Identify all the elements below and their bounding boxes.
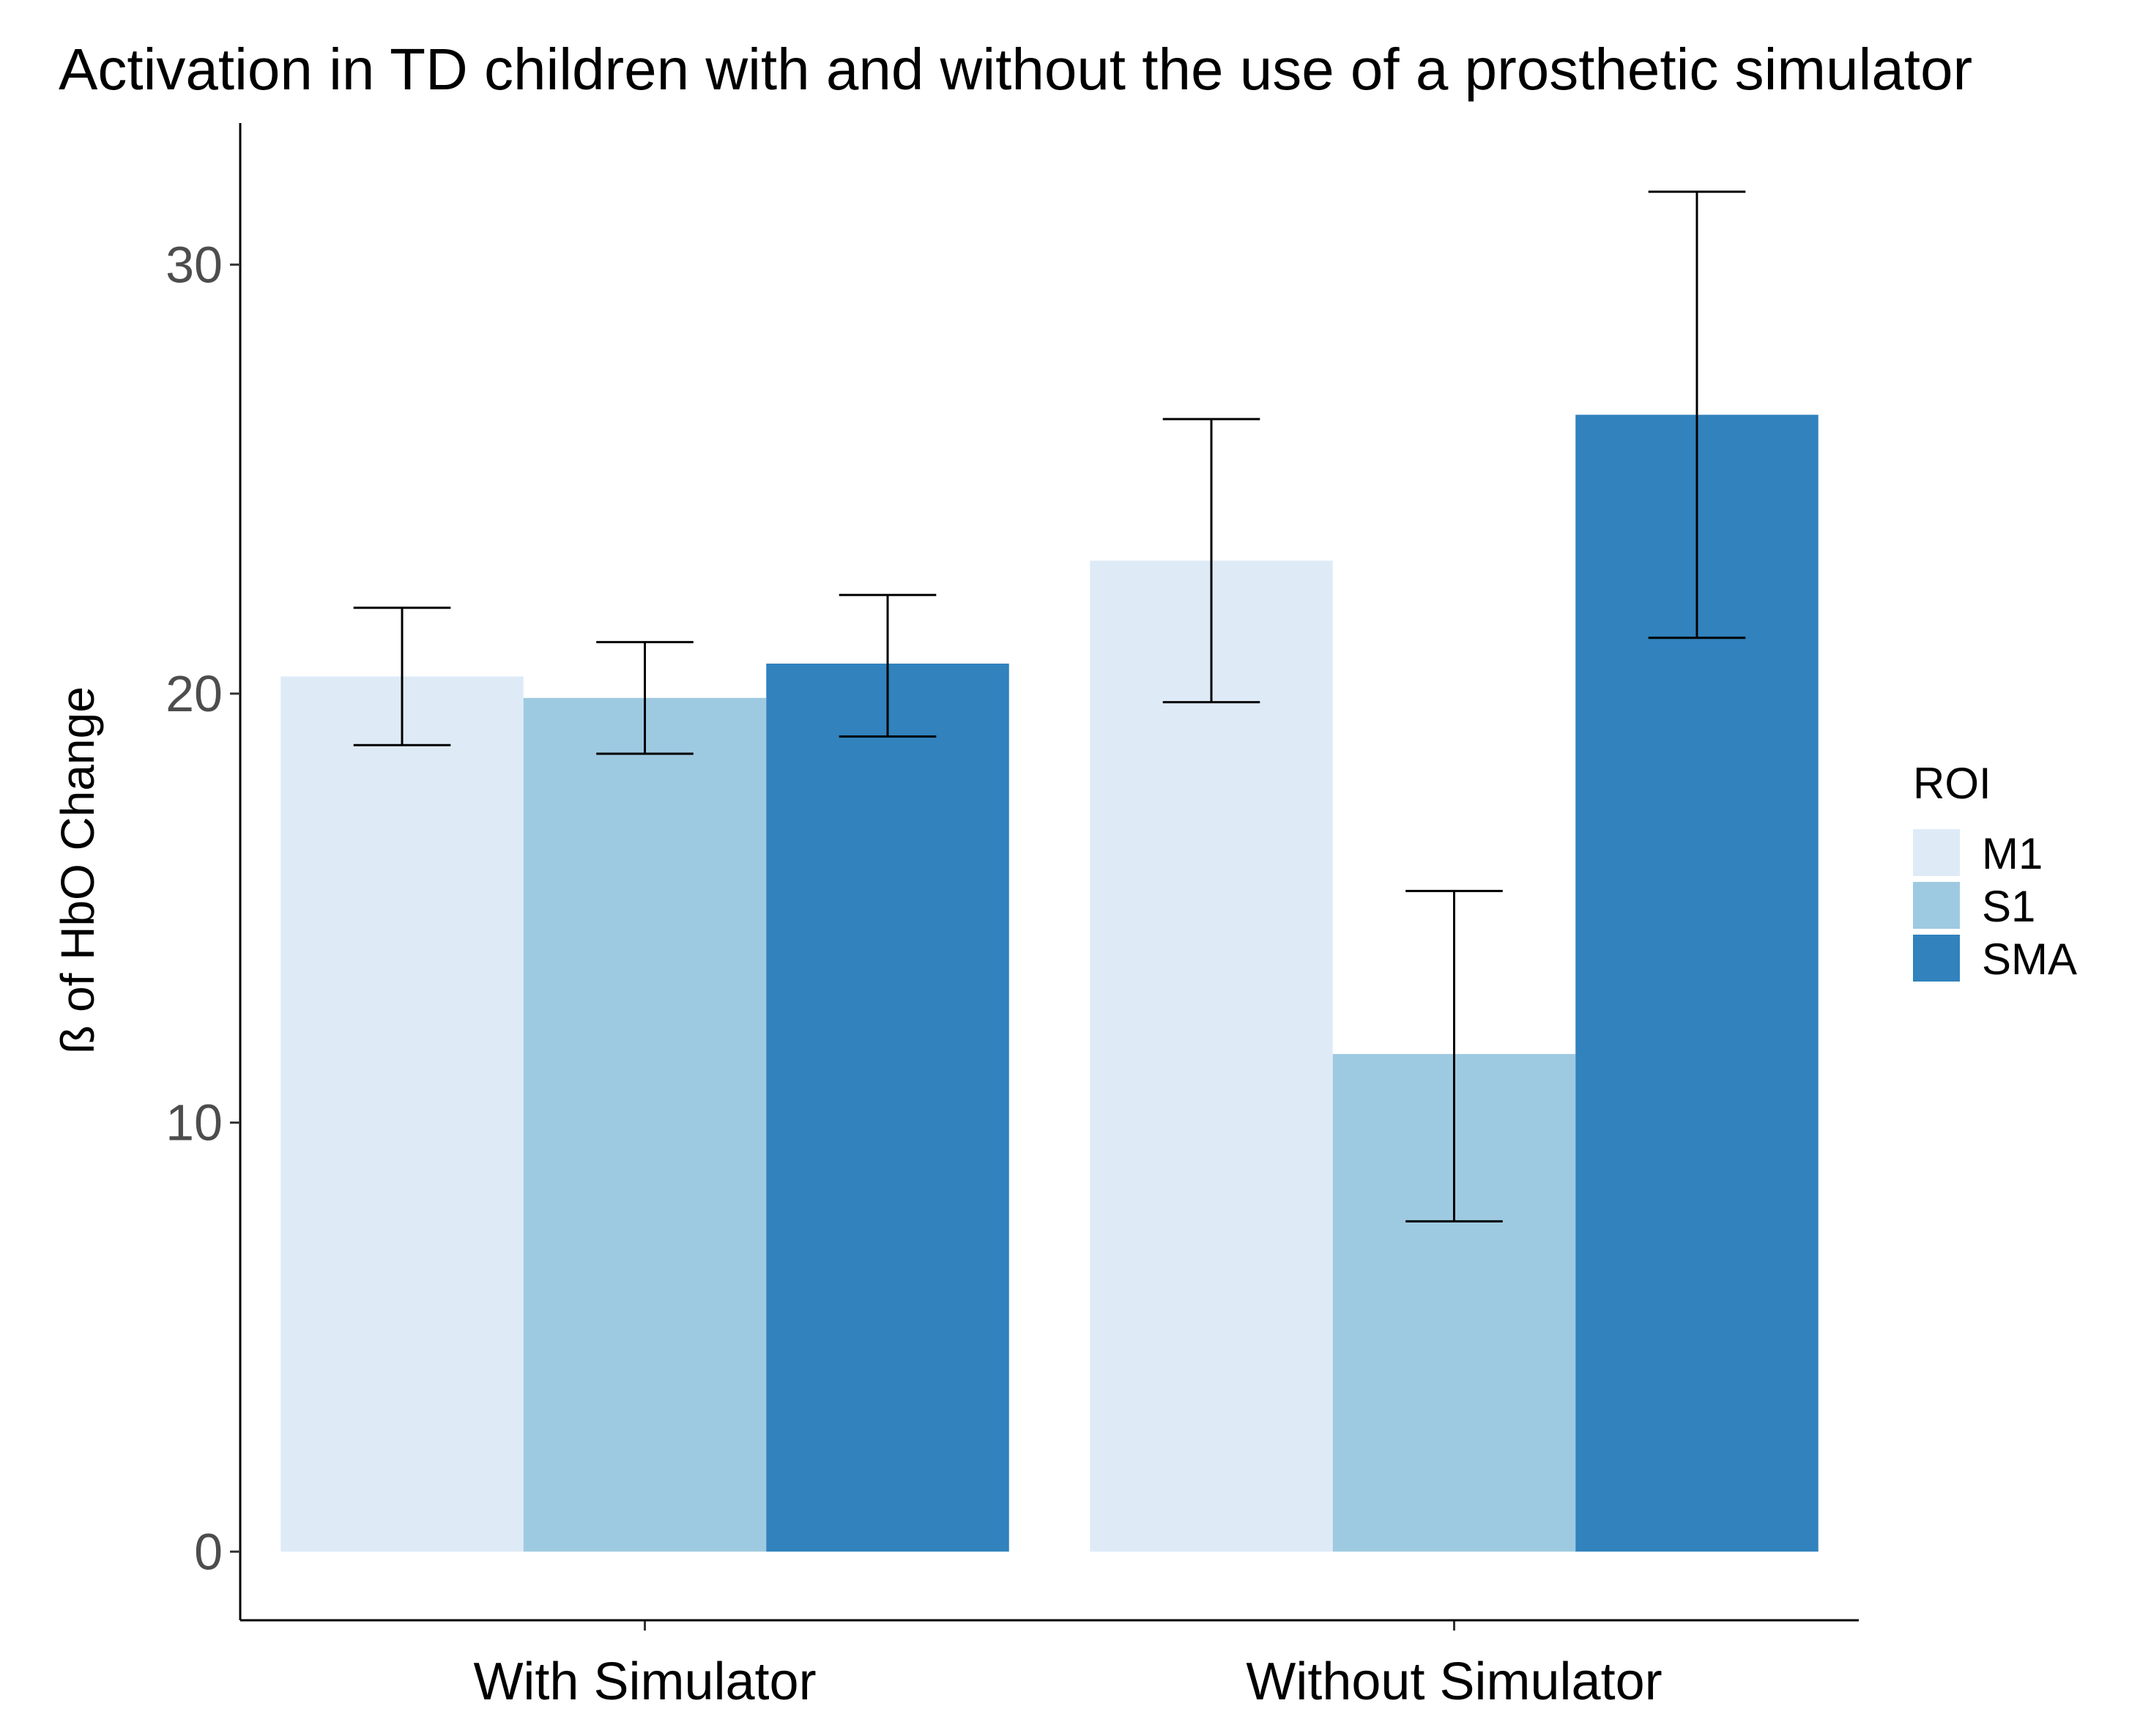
bar-m1-1	[1090, 560, 1333, 1552]
legend-label-sma: SMA	[1982, 935, 2077, 984]
x-tick-label: Without Simulator	[1246, 1652, 1662, 1711]
y-tick-label: 10	[166, 1094, 223, 1151]
legend-label-m1: M1	[1982, 829, 2043, 878]
bar-m1-0	[281, 676, 524, 1552]
legend-key-m1	[1913, 829, 1960, 876]
y-tick-label: 30	[166, 236, 223, 293]
legend-key-sma	[1913, 935, 1960, 982]
chart-title: Activation in TD children with and witho…	[59, 37, 1972, 102]
legend-title: ROI	[1913, 759, 1991, 808]
bar-s1-0	[523, 697, 767, 1552]
y-tick-label: 20	[166, 665, 223, 722]
legend-label-s1: S1	[1982, 882, 2035, 931]
x-tick-label: With Simulator	[473, 1652, 816, 1711]
y-tick-label: 0	[194, 1523, 223, 1580]
bar-sma-0	[766, 663, 1009, 1552]
plot-area: With Simulator Without Simulator 0 10 20 30	[166, 123, 1859, 1711]
y-axis-label: ß of HbO Change	[51, 686, 104, 1054]
legend-key-s1	[1913, 882, 1960, 929]
